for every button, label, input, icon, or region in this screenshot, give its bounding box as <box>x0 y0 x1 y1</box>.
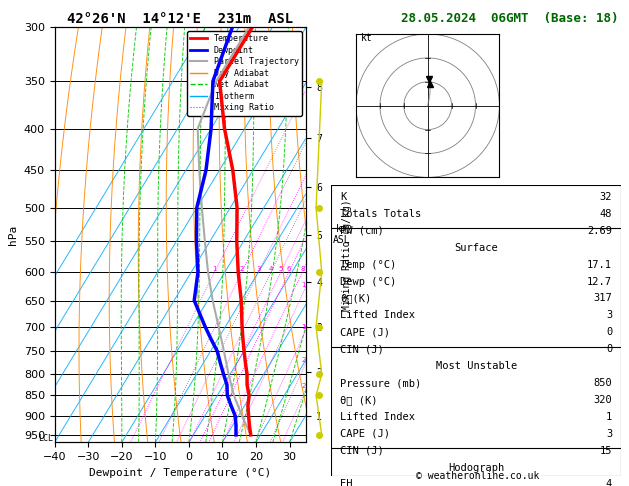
Text: 317: 317 <box>593 294 612 303</box>
Text: 4: 4 <box>606 480 612 486</box>
Text: CIN (J): CIN (J) <box>340 344 384 354</box>
Text: 42°26'N  14°12'E  231m  ASL: 42°26'N 14°12'E 231m ASL <box>67 12 294 26</box>
Text: 3: 3 <box>606 429 612 439</box>
Text: 320: 320 <box>593 395 612 405</box>
Text: Dewp (°C): Dewp (°C) <box>340 277 396 287</box>
Text: 15: 15 <box>599 446 612 456</box>
Y-axis label: km
ASL: km ASL <box>333 224 350 245</box>
Text: θᴄ (K): θᴄ (K) <box>340 395 377 405</box>
Text: 3: 3 <box>606 311 612 320</box>
Text: 0: 0 <box>606 344 612 354</box>
Text: K: K <box>340 192 347 202</box>
Text: 850: 850 <box>593 378 612 388</box>
Text: 12.7: 12.7 <box>587 277 612 287</box>
Text: © weatheronline.co.uk: © weatheronline.co.uk <box>416 471 540 481</box>
Text: 8: 8 <box>300 266 304 272</box>
Text: CAPE (J): CAPE (J) <box>340 327 390 337</box>
Text: PW (cm): PW (cm) <box>340 226 384 236</box>
Text: Pressure (mb): Pressure (mb) <box>340 378 421 388</box>
Text: Lifted Index: Lifted Index <box>340 311 415 320</box>
Text: 1: 1 <box>606 412 612 422</box>
Text: 0: 0 <box>606 327 612 337</box>
Text: 17.1: 17.1 <box>587 260 612 270</box>
Text: Hodograph: Hodograph <box>448 463 504 472</box>
Text: 25: 25 <box>301 383 310 389</box>
Text: 48: 48 <box>599 209 612 219</box>
Text: θᴄ(K): θᴄ(K) <box>340 294 371 303</box>
Text: 10: 10 <box>301 281 310 288</box>
Text: 3: 3 <box>257 266 261 272</box>
Text: 1: 1 <box>213 266 217 272</box>
Text: 32: 32 <box>599 192 612 202</box>
Text: 6: 6 <box>287 266 291 272</box>
Text: 2.69: 2.69 <box>587 226 612 236</box>
X-axis label: Dewpoint / Temperature (°C): Dewpoint / Temperature (°C) <box>89 468 272 478</box>
Text: EH: EH <box>340 480 353 486</box>
Text: 28.05.2024  06GMT  (Base: 18): 28.05.2024 06GMT (Base: 18) <box>401 12 618 25</box>
Text: 4: 4 <box>269 266 273 272</box>
Text: kt: kt <box>361 33 372 43</box>
Text: Totals Totals: Totals Totals <box>340 209 421 219</box>
Text: 5: 5 <box>279 266 283 272</box>
Text: 2: 2 <box>240 266 244 272</box>
Text: LCL: LCL <box>38 434 53 443</box>
Text: Temp (°C): Temp (°C) <box>340 260 396 270</box>
Legend: Temperature, Dewpoint, Parcel Trajectory, Dry Adiabat, Wet Adiabat, Isotherm, Mi: Temperature, Dewpoint, Parcel Trajectory… <box>187 31 302 116</box>
Y-axis label: hPa: hPa <box>8 225 18 244</box>
Text: Most Unstable: Most Unstable <box>435 361 517 371</box>
Text: Surface: Surface <box>454 243 498 253</box>
Text: 15: 15 <box>301 325 310 330</box>
Text: Lifted Index: Lifted Index <box>340 412 415 422</box>
Text: CAPE (J): CAPE (J) <box>340 429 390 439</box>
Text: Mixing Ratio (g/kg): Mixing Ratio (g/kg) <box>342 199 352 311</box>
Text: 20: 20 <box>301 357 310 363</box>
Text: CIN (J): CIN (J) <box>340 446 384 456</box>
